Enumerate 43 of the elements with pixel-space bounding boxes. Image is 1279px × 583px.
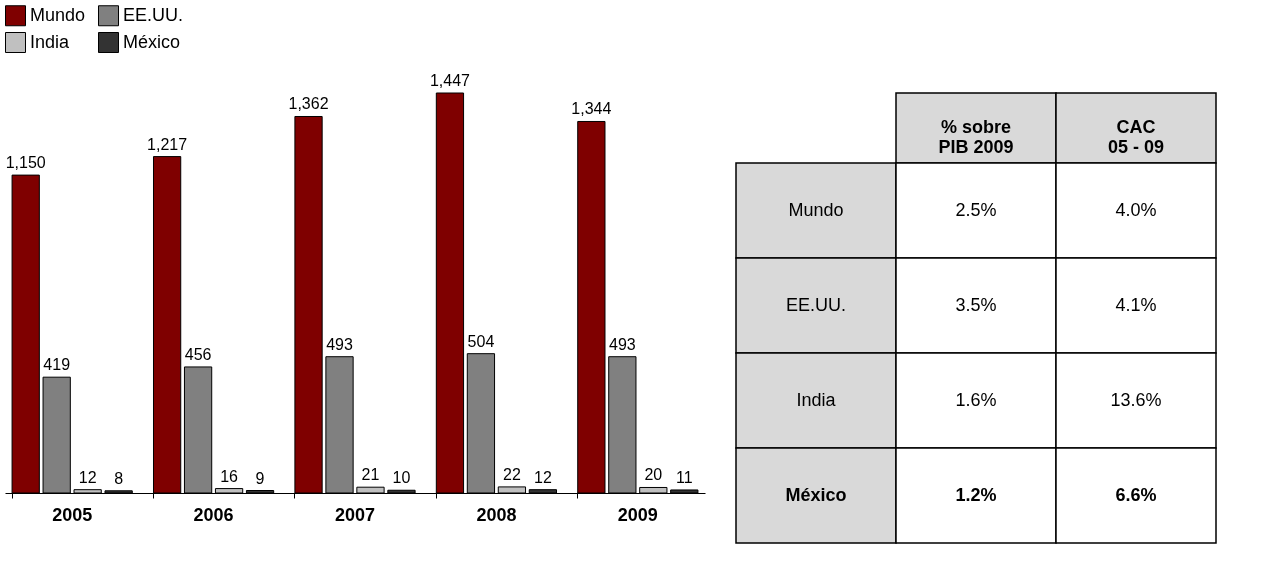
- data-label: 456: [184, 345, 212, 363]
- data-label: 1,217: [147, 135, 188, 153]
- text: CAC 05 - 09: [1107, 117, 1165, 157]
- data-label: 419: [43, 356, 71, 374]
- text: 2.5%: [955, 199, 997, 220]
- x-tick-label: 2005: [52, 504, 93, 525]
- legend-label: EE.UU.: [123, 4, 184, 25]
- data-label: 493: [326, 335, 353, 353]
- text: % sobre PIB 2009: [938, 117, 1014, 157]
- x-tick-label: 2009: [617, 504, 658, 525]
- data-label: 9: [255, 469, 265, 487]
- text: EE.UU.: [785, 294, 847, 315]
- text: 4.1%: [1115, 294, 1157, 315]
- x-tick-label: 2008: [476, 504, 517, 525]
- data-label: 1,344: [571, 100, 612, 118]
- legend-label: Mundo: [30, 4, 86, 25]
- legend-label: México: [123, 31, 181, 52]
- x-tick-label: 2006: [193, 504, 234, 525]
- data-label: 20: [644, 466, 663, 484]
- data-label: 504: [467, 332, 495, 350]
- text: México: [785, 484, 847, 505]
- legend-label: India: [30, 31, 71, 52]
- data-label: 493: [608, 335, 636, 353]
- data-label: 10: [392, 469, 411, 487]
- data-label: 12: [78, 468, 97, 486]
- text: 4.0%: [1115, 199, 1157, 220]
- data-label: 21: [361, 466, 380, 484]
- data-label: 1,362: [288, 95, 329, 113]
- text: 1.2%: [955, 484, 997, 505]
- data-label: 22: [503, 465, 521, 483]
- data-label: 12: [533, 468, 552, 486]
- data-label: 1,150: [5, 154, 46, 172]
- text: 6.6%: [1115, 484, 1157, 505]
- data-label: 16: [220, 467, 239, 485]
- data-label: 11: [675, 468, 693, 486]
- x-tick-label: 2007: [334, 504, 376, 525]
- text: 13.6%: [1110, 389, 1162, 410]
- text: 3.5%: [955, 294, 997, 315]
- data-label: 8: [114, 469, 124, 487]
- text: 1.6%: [955, 389, 997, 410]
- text: Mundo: [788, 199, 844, 220]
- text: India: [796, 389, 837, 410]
- data-label: 1,447: [429, 72, 471, 89]
